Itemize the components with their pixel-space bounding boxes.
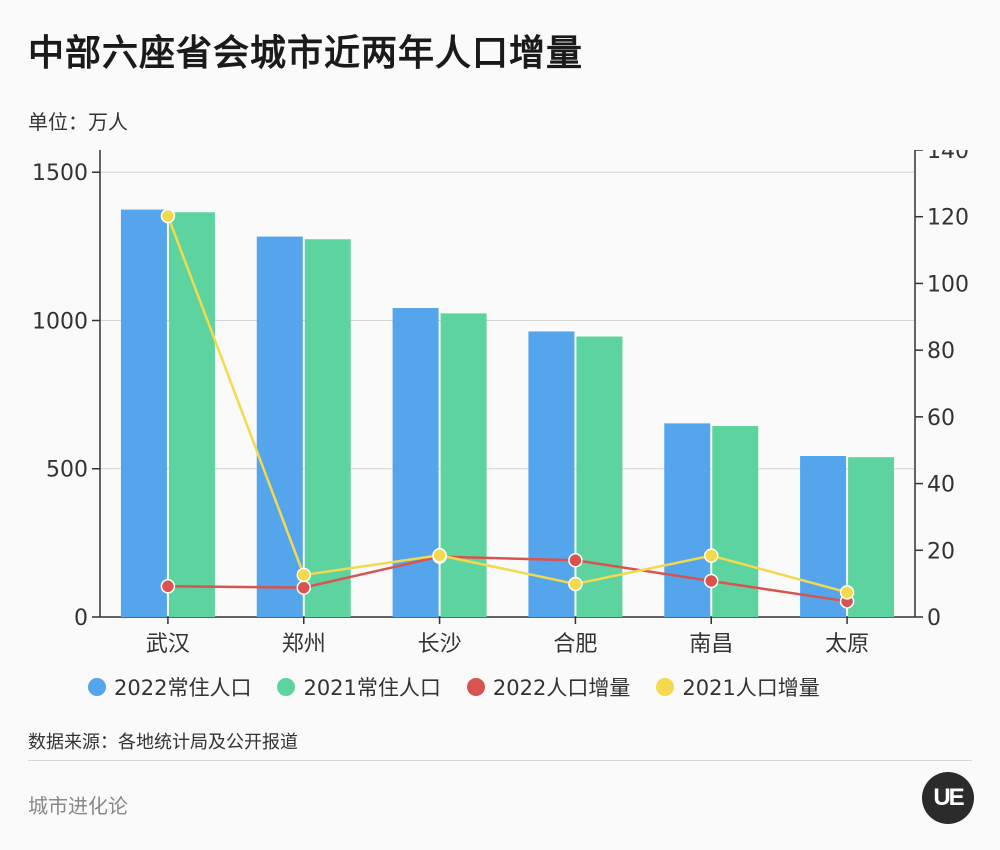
point-2021: [160, 208, 176, 224]
bar-2022: [392, 308, 439, 617]
bar-2021: [304, 239, 351, 617]
divider: [28, 760, 972, 761]
bar-2021: [848, 457, 895, 617]
line-2022: [167, 555, 848, 603]
point-2022: [296, 580, 311, 595]
legend: 2022常住人口 2021常住人口 2022人口增量 2021人口增量: [88, 670, 820, 704]
point-2021: [839, 585, 855, 600]
point-2021: [296, 567, 311, 583]
chart: 0 500 1000 1500 0 20 40 60 80 100 120 140 武汉 郑州 长沙 合肥 南昌…: [32, 150, 969, 657]
legend-item: 2022人口增量: [466, 672, 631, 702]
x-tick-label: 太原: [825, 632, 869, 657]
y-left-tick-label: 1000: [32, 309, 88, 334]
point-2021: [568, 576, 583, 592]
point-2022: [704, 573, 719, 589]
bar-2021: [440, 313, 487, 617]
bar-2021: [712, 426, 759, 617]
y-right-tick-label: 120: [927, 206, 969, 231]
y-left-tick-label: 0: [74, 606, 88, 631]
data-source: 数据来源：各地统计局及公开报道: [28, 732, 298, 753]
brand-name: 城市进化论: [28, 794, 128, 818]
bar-2022: [664, 423, 711, 617]
legend-item: 2022常住人口: [88, 672, 251, 702]
bar-2022: [120, 209, 167, 618]
x-tick-label: 武汉: [146, 632, 190, 657]
point-2021: [432, 548, 447, 563]
unit-label: 单位：万人: [28, 110, 128, 134]
brand-logo: UE: [922, 772, 974, 824]
bar-2021: [576, 336, 623, 617]
point-2022: [160, 579, 176, 594]
y-right-tick-label: 0: [927, 606, 941, 631]
line-2021: [166, 215, 848, 594]
bar-2021: [168, 212, 215, 617]
legend-marker-icon: [466, 678, 485, 696]
x-tick-label: 南昌: [689, 632, 733, 657]
legend-marker-icon: [656, 678, 675, 696]
point-2022: [568, 553, 583, 568]
legend-label: 2021人口增量: [682, 676, 820, 700]
y-left-tick-label: 500: [46, 458, 88, 483]
bar-2022: [256, 236, 303, 617]
chart-title: 中部六座省会城市近两年人口增量: [28, 33, 584, 74]
y-right-tick-label: 60: [927, 406, 955, 431]
x-tick-label: 合肥: [553, 632, 597, 657]
legend-marker-icon: [277, 678, 296, 696]
y-right-tick-label: 100: [927, 272, 969, 297]
y-right-tick-label: 140: [927, 150, 969, 164]
y-right-tick-label: 80: [927, 339, 955, 364]
bar-2022: [800, 455, 847, 617]
x-tick-label: 郑州: [282, 632, 326, 657]
y-right-tick-label: 40: [927, 473, 955, 498]
point-2021: [704, 548, 719, 563]
y-left-tick-label: 1500: [32, 161, 88, 186]
legend-item: 2021常住人口: [277, 672, 441, 702]
legend-label: 2022常住人口: [114, 676, 252, 700]
y-right-tick-label: 20: [927, 539, 955, 564]
legend-label: 2022人口增量: [492, 676, 631, 700]
legend-item: 2021人口增量: [656, 672, 820, 702]
bar-2022: [528, 331, 575, 617]
x-tick-label: 长沙: [418, 632, 462, 657]
legend-marker-icon: [88, 678, 106, 696]
legend-label: 2021常住人口: [303, 676, 441, 700]
